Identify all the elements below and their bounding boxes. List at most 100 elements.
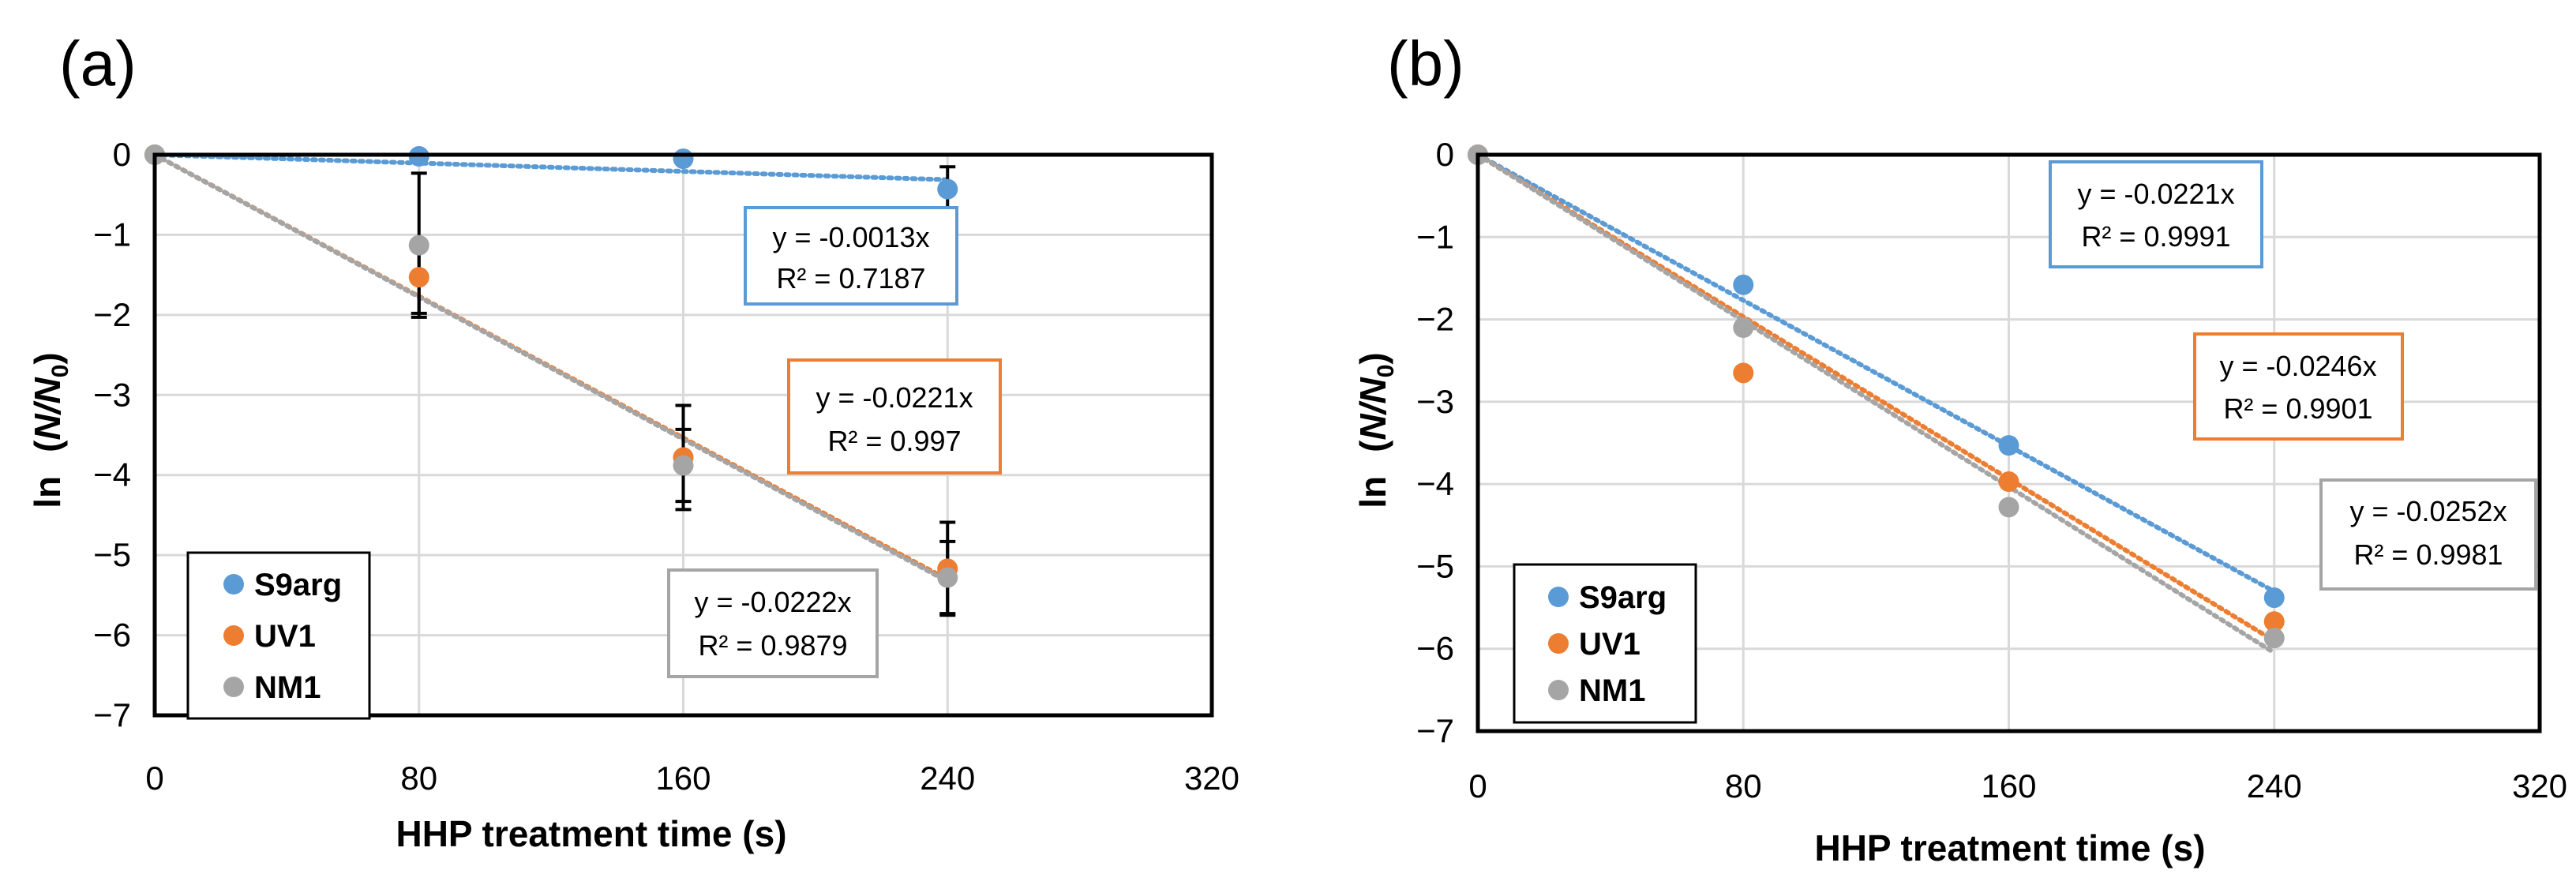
- panel-b: (b) 0 −1 −2 −3 −4 −5 −6 −7 0 80 160 240 320 HHP tre…: [1352, 28, 2567, 868]
- panel-a-label: (a): [59, 28, 137, 99]
- y-tick-label: −2: [1416, 301, 1454, 338]
- equation-uv1-a: y = -0.0221x R² = 0.997: [787, 358, 1002, 475]
- legend-label-nm1-b: NM1: [1579, 673, 1645, 708]
- equation-s9arg-a-eq: y = -0.0013x: [772, 221, 929, 253]
- equation-s9arg-b-r2: R² = 0.9991: [2081, 220, 2230, 253]
- trendlines-a: [152, 152, 951, 584]
- panel-b-label: (b): [1387, 28, 1464, 99]
- y-tick-label: −3: [93, 376, 131, 413]
- data-point-nm1: [673, 455, 694, 476]
- data-point-uv1: [1733, 362, 1754, 384]
- plot-frame-b: [1475, 152, 2542, 733]
- x-tick-label: 240: [920, 760, 975, 797]
- legend-label-s9arg-b: S9arg: [1579, 580, 1667, 615]
- x-tick-label: 320: [2512, 767, 2567, 805]
- y-axis-fraction-b: N/N: [1352, 377, 1393, 441]
- equation-nm1-a-eq: y = -0.0222x: [694, 586, 851, 618]
- equation-nm1-b-r2: R² = 0.9981: [2353, 538, 2503, 571]
- trendline-nm1: [1475, 152, 2277, 655]
- data-point-uv1: [408, 267, 429, 288]
- equation-uv1-a-eq: y = -0.0221x: [816, 381, 973, 414]
- y-axis-prefix-b: ln: [1352, 476, 1393, 508]
- legend-marker-uv1-b: [1548, 633, 1569, 654]
- equation-s9arg-a: y = -0.0013x R² = 0.7187: [744, 206, 958, 306]
- y-tick-labels-b: 0 −1 −2 −3 −4 −5 −6 −7: [1416, 136, 1454, 749]
- panel-a: (a) 0 −1 −2 −3 −4 −5 −6 −7 0 80 160 240 320 HHP tre…: [27, 28, 1239, 854]
- x-tick-label: 240: [2247, 767, 2302, 805]
- y-axis-prefix-a: ln: [27, 476, 68, 508]
- data-point-s9arg: [1998, 435, 2019, 456]
- x-axis-title-a: HHP treatment time (s): [396, 813, 786, 854]
- trendline-s9arg: [1475, 152, 2277, 595]
- y-tick-label: −5: [1416, 547, 1454, 584]
- equation-uv1-a-r2: R² = 0.997: [827, 425, 961, 457]
- y-tick-label: −6: [1416, 630, 1454, 667]
- x-tick-label: 320: [1184, 760, 1239, 797]
- x-tick-labels-b: 0 80 160 240 320: [1468, 767, 2567, 805]
- y-tick-label: −4: [1416, 465, 1454, 502]
- y-tick-label: 0: [1436, 136, 1454, 173]
- legend-marker-s9arg-b: [1548, 587, 1569, 607]
- x-tick-label: 160: [655, 760, 711, 797]
- legend-a: S9arg UV1 NM1: [186, 551, 371, 720]
- legend-label-uv1-b: UV1: [1579, 627, 1640, 662]
- trendline-nm1: [152, 152, 951, 584]
- trendlines-b: [1475, 152, 2277, 655]
- equation-nm1-b: y = -0.0252x R² = 0.9981: [2319, 478, 2537, 591]
- equation-s9arg-b-eq: y = -0.0221x: [2077, 178, 2234, 210]
- equation-uv1-b-r2: R² = 0.9901: [2223, 392, 2372, 425]
- y-tick-label: −6: [93, 617, 131, 654]
- legend-marker-uv1-a: [223, 625, 244, 646]
- data-point-s9arg: [2263, 587, 2285, 609]
- y-axis-sub-b: 0: [1373, 365, 1399, 378]
- data-point-nm1: [937, 567, 958, 588]
- x-tick-label: 160: [1981, 767, 2036, 805]
- equation-nm1-a: y = -0.0222x R² = 0.9879: [667, 568, 879, 678]
- legend-marker-s9arg-a: [223, 574, 244, 595]
- y-tick-label: −7: [1416, 712, 1454, 749]
- y-axis-title-a: ln(N/N0): [27, 352, 73, 508]
- svg-text:ln(N/N0): ln(N/N0): [1352, 352, 1399, 508]
- equation-s9arg-a-r2: R² = 0.7187: [776, 262, 925, 294]
- x-tick-label: 0: [1468, 767, 1487, 805]
- equation-s9arg-b: y = -0.0221x R² = 0.9991: [2049, 160, 2263, 268]
- y-tick-label: −2: [93, 296, 131, 333]
- y-tick-label: −5: [93, 536, 131, 573]
- legend-label-s9arg-a: S9arg: [254, 568, 342, 602]
- data-point-s9arg: [1733, 274, 1754, 295]
- data-point-nm1: [2263, 628, 2285, 649]
- data-point-nm1: [1998, 497, 2019, 518]
- legend-label-nm1-a: NM1: [254, 670, 321, 705]
- x-tick-label: 80: [1725, 767, 1762, 805]
- equation-nm1-b-eq: y = -0.0252x: [2349, 495, 2507, 527]
- x-tick-labels-a: 0 80 160 240 320: [145, 760, 1239, 797]
- data-point-nm1: [408, 234, 429, 256]
- y-tick-label: −1: [93, 216, 131, 253]
- legend-label-uv1-a: UV1: [254, 619, 316, 654]
- equation-uv1-b: y = -0.0246x R² = 0.9901: [2193, 332, 2404, 441]
- y-tick-label: −1: [1416, 218, 1454, 255]
- legend-box-b: [1513, 563, 1697, 724]
- y-axis-fraction-a: N/N: [27, 377, 68, 441]
- legend-marker-nm1-b: [1548, 680, 1569, 700]
- data-point-uv1: [1998, 471, 2019, 493]
- plot-frame-a: [152, 152, 1214, 718]
- x-tick-label: 80: [400, 760, 437, 797]
- legend-b: S9arg UV1 NM1: [1513, 563, 1697, 724]
- y-axis-title-b: ln(N/N0): [1352, 352, 1399, 508]
- trendline-s9arg: [152, 152, 951, 182]
- y-tick-label: −7: [93, 696, 131, 733]
- data-point-uv1: [2263, 611, 2285, 632]
- x-axis-title-b: HHP treatment time (s): [1814, 827, 2205, 868]
- y-tick-labels-a: 0 −1 −2 −3 −4 −5 −6 −7: [93, 136, 131, 733]
- y-tick-label: −3: [1416, 383, 1454, 420]
- y-tick-label: 0: [113, 136, 131, 173]
- data-point-s9arg: [673, 148, 694, 170]
- equation-nm1-a-r2: R² = 0.9879: [698, 629, 847, 662]
- legend-marker-nm1-a: [223, 677, 244, 697]
- data-point-s9arg: [937, 178, 958, 200]
- legend-box-a: [186, 551, 371, 720]
- data-point-nm1: [1733, 317, 1754, 338]
- y-tick-label: −4: [93, 456, 131, 493]
